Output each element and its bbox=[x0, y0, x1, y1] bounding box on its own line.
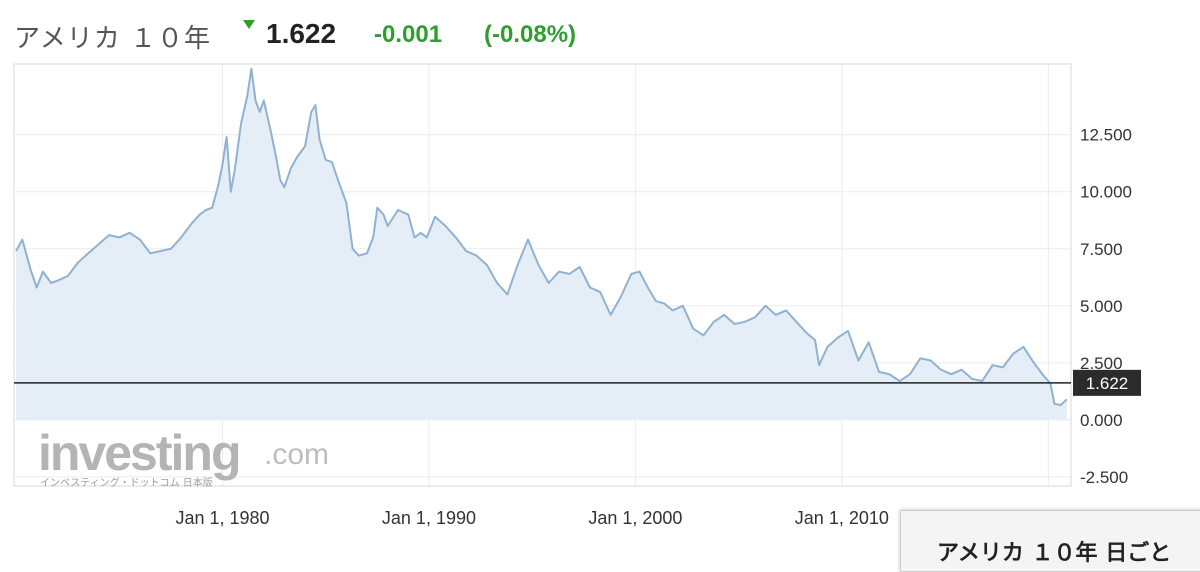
y-tick-label: 0.000 bbox=[1080, 411, 1123, 430]
tooltip-title: アメリカ １０年 日ごと bbox=[937, 541, 1172, 566]
current-value-box bbox=[1073, 369, 1141, 396]
price-change: -0.001 bbox=[374, 21, 443, 48]
last-price: 1.622 bbox=[266, 18, 337, 49]
y-tick-label: 10.000 bbox=[1080, 183, 1132, 202]
y-tick-label: -2.500 bbox=[1080, 468, 1128, 487]
current-value-label: 1.622 bbox=[1086, 374, 1129, 393]
x-tick-label: Jan 1, 1980 bbox=[175, 508, 269, 528]
current-value-marker: 1.622 bbox=[1073, 369, 1141, 396]
price-chart[interactable]: 12.500 10.000 7.500 5.000 2.500 0.000 -2.500 J… bbox=[0, 0, 1200, 549]
y-tick-label: 2.500 bbox=[1080, 354, 1123, 373]
y-tick-label: 7.500 bbox=[1080, 240, 1123, 259]
yield-line bbox=[15, 67, 1068, 406]
y-tick-label: 12.500 bbox=[1080, 126, 1132, 145]
down-triangle-icon bbox=[243, 20, 255, 29]
y-axis: 12.500 10.000 7.500 5.000 2.500 0.000 -2.500 bbox=[1080, 126, 1132, 487]
plot-frame bbox=[13, 63, 1072, 487]
y-tick-label: 5.000 bbox=[1080, 297, 1123, 316]
x-tick-label: Jan 1, 1990 bbox=[382, 508, 476, 528]
x-tick-label: Jan 1, 2000 bbox=[588, 508, 682, 528]
instrument-title: アメリカ １０年 bbox=[14, 24, 211, 54]
yield-area bbox=[16, 68, 1067, 420]
price-change-percent: (-0.08%) bbox=[484, 21, 577, 48]
chart-tooltip: アメリカ １０年 日ごと bbox=[900, 510, 1200, 572]
x-tick-label: Jan 1, 2010 bbox=[795, 508, 889, 528]
